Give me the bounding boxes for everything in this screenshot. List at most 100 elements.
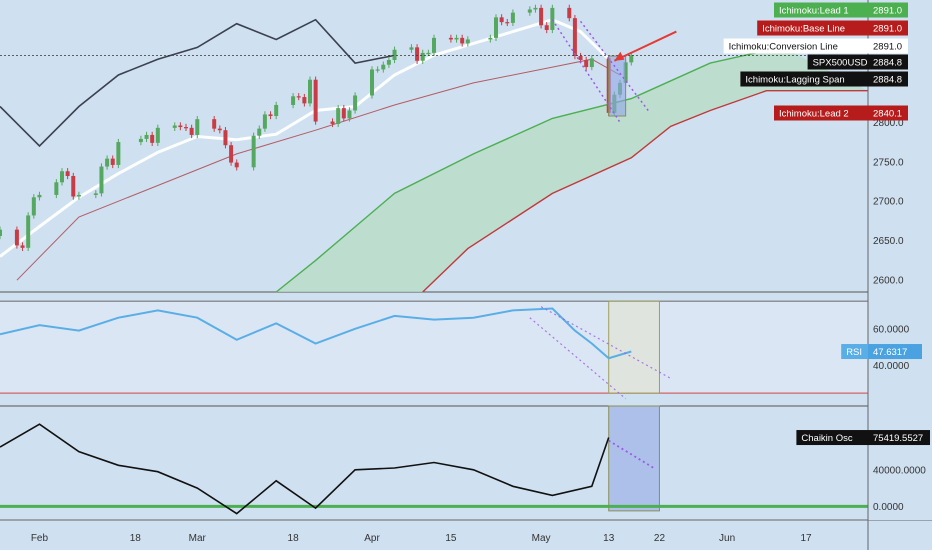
chaikin-trend-dotted-line[interactable] — [608, 439, 655, 469]
rsi-panel[interactable] — [0, 300, 868, 400]
candle[interactable] — [99, 163, 104, 197]
candle-body — [14, 229, 19, 246]
chaikin-panel[interactable] — [0, 405, 868, 515]
candle[interactable] — [572, 14, 577, 60]
candle[interactable] — [144, 131, 149, 143]
candle-body — [510, 12, 515, 23]
candle[interactable] — [105, 155, 110, 170]
chaikin-y-tick-label: 0.0000 — [873, 502, 904, 513]
candle[interactable] — [488, 34, 493, 43]
candle[interactable] — [313, 76, 318, 125]
candle[interactable] — [353, 92, 358, 114]
candle[interactable] — [302, 93, 307, 107]
candle[interactable] — [336, 104, 341, 128]
candle[interactable] — [510, 9, 515, 27]
candle[interactable] — [629, 52, 634, 66]
candle[interactable] — [76, 191, 81, 200]
candle[interactable] — [20, 242, 25, 251]
x-axis-background — [0, 520, 932, 550]
candle[interactable] — [268, 111, 273, 120]
candle[interactable] — [234, 159, 239, 171]
candle[interactable] — [31, 194, 36, 219]
rsi-y-tick-label: 60.0000 — [873, 324, 910, 335]
candle[interactable] — [93, 190, 98, 199]
candle[interactable] — [110, 155, 115, 169]
candle[interactable] — [539, 4, 544, 29]
candle[interactable] — [217, 125, 222, 134]
candle[interactable] — [499, 14, 504, 26]
candle[interactable] — [138, 135, 143, 146]
candle[interactable] — [409, 44, 414, 53]
candle[interactable] — [257, 125, 262, 139]
candle[interactable] — [454, 34, 459, 43]
candle[interactable] — [184, 123, 188, 132]
candle[interactable] — [589, 55, 594, 71]
annotation-arrow[interactable] — [613, 30, 677, 62]
candle[interactable] — [262, 111, 267, 132]
candle[interactable] — [460, 34, 465, 47]
candle-body — [578, 56, 583, 60]
candle[interactable] — [375, 66, 380, 73]
candle[interactable] — [347, 107, 352, 122]
candle-body — [584, 59, 589, 68]
candle[interactable] — [415, 44, 420, 64]
candle[interactable] — [116, 138, 121, 169]
candle[interactable] — [296, 93, 301, 101]
rsi-trend-dotted-line[interactable] — [529, 317, 627, 400]
trend-dotted-line[interactable] — [551, 19, 621, 123]
rsi-highlight-box[interactable] — [608, 300, 660, 394]
candle[interactable] — [426, 49, 431, 57]
candle[interactable] — [189, 124, 194, 139]
candle[interactable] — [251, 132, 256, 171]
chaikin-line — [0, 423, 610, 515]
chaikin-highlight-box[interactable] — [608, 405, 660, 512]
candle[interactable] — [54, 179, 59, 199]
candle[interactable] — [291, 93, 296, 109]
price-tag-value: 2891.0 — [873, 24, 902, 35]
candle[interactable] — [448, 34, 453, 43]
candle[interactable] — [392, 46, 397, 64]
candle[interactable] — [274, 101, 279, 120]
candle[interactable] — [150, 131, 155, 146]
candle[interactable] — [505, 18, 510, 27]
candle[interactable] — [308, 76, 312, 107]
candle-body — [432, 37, 436, 53]
trend-dotted-line[interactable] — [579, 20, 649, 111]
candle[interactable] — [71, 172, 76, 200]
x-tick-label: Apr — [364, 533, 380, 544]
candle[interactable] — [432, 34, 436, 57]
candle-body — [155, 127, 160, 143]
candle[interactable] — [223, 127, 228, 149]
candle[interactable] — [386, 56, 391, 68]
candle[interactable] — [420, 49, 425, 64]
candle[interactable] — [14, 226, 19, 249]
candle[interactable] — [229, 142, 234, 166]
candle[interactable] — [465, 36, 470, 47]
candle[interactable] — [0, 226, 2, 240]
price-panel[interactable] — [0, 4, 868, 293]
candle[interactable] — [550, 4, 555, 34]
candle[interactable] — [155, 124, 160, 146]
candle[interactable] — [494, 14, 498, 42]
candle[interactable] — [584, 56, 589, 71]
candle[interactable] — [195, 116, 200, 139]
candle[interactable] — [212, 116, 217, 132]
candle-body — [93, 193, 98, 195]
candle[interactable] — [330, 118, 335, 128]
candle[interactable] — [544, 22, 549, 34]
price-highlight-box[interactable] — [608, 55, 627, 117]
candle[interactable] — [172, 122, 177, 132]
candle[interactable] — [60, 168, 64, 186]
candle[interactable] — [37, 191, 42, 201]
candle[interactable] — [178, 122, 183, 131]
candle-body — [257, 128, 262, 136]
candle[interactable] — [381, 61, 386, 73]
candle[interactable] — [533, 4, 538, 13]
candle[interactable] — [26, 212, 31, 251]
candle[interactable] — [341, 104, 346, 122]
candle-body — [116, 142, 121, 165]
candle[interactable] — [527, 6, 532, 16]
candle[interactable] — [370, 66, 374, 99]
candle[interactable] — [567, 4, 572, 22]
candle[interactable] — [65, 168, 70, 180]
